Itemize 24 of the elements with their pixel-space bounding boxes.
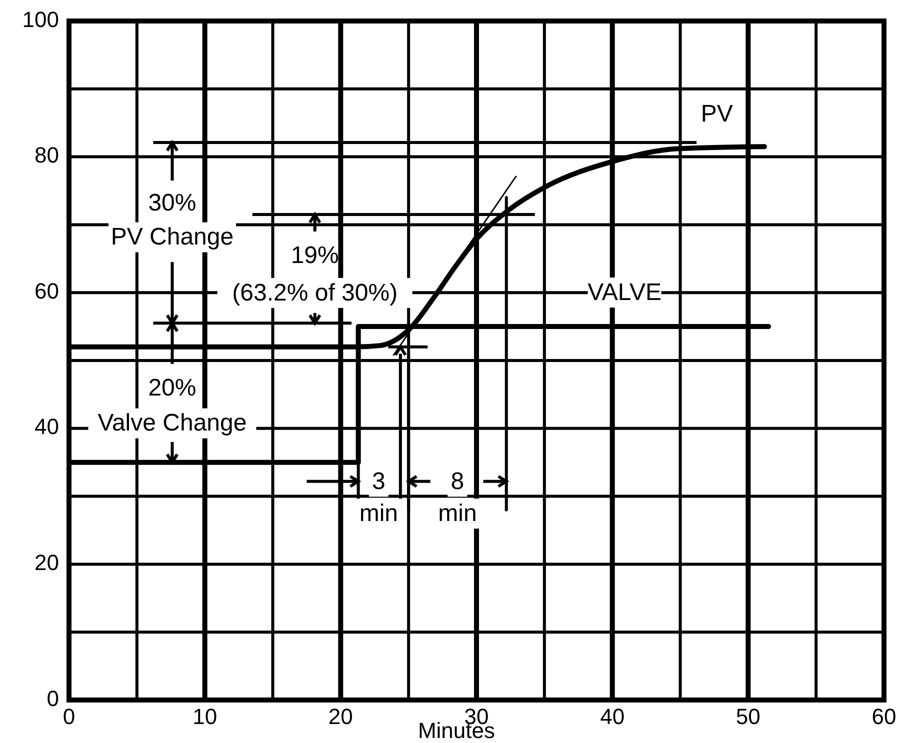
- x-tick-label: 50: [736, 704, 760, 729]
- y-tick-label: 0: [46, 686, 59, 711]
- annotation: 19%: [290, 242, 339, 269]
- y-tick-label: 20: [34, 550, 59, 576]
- annotation: min: [438, 500, 477, 527]
- annotation: (63.2% of 30%): [232, 279, 398, 306]
- x-tick-label: 10: [192, 704, 218, 729]
- annotation: 8: [450, 468, 464, 496]
- x-tick-label: 0: [62, 704, 76, 729]
- annotation: 20%: [148, 374, 196, 402]
- annotation: PV: [700, 100, 733, 128]
- y-tick-label: 80: [34, 142, 59, 168]
- y-tick-label: 60: [34, 278, 59, 304]
- x-tick-label: 40: [600, 704, 625, 729]
- annotation: 3: [372, 468, 386, 496]
- annotation: PV Change: [110, 224, 234, 251]
- y-tick-label: 40: [34, 414, 59, 440]
- annotation: VALVE: [588, 278, 662, 306]
- annotation: 30%: [148, 190, 196, 217]
- annotation: min: [359, 500, 398, 527]
- y-tick-label: 100: [22, 6, 59, 32]
- x-tick-label: 20: [328, 704, 353, 729]
- x-tick-label: 60: [872, 704, 896, 729]
- annotation: Valve Change: [98, 410, 247, 437]
